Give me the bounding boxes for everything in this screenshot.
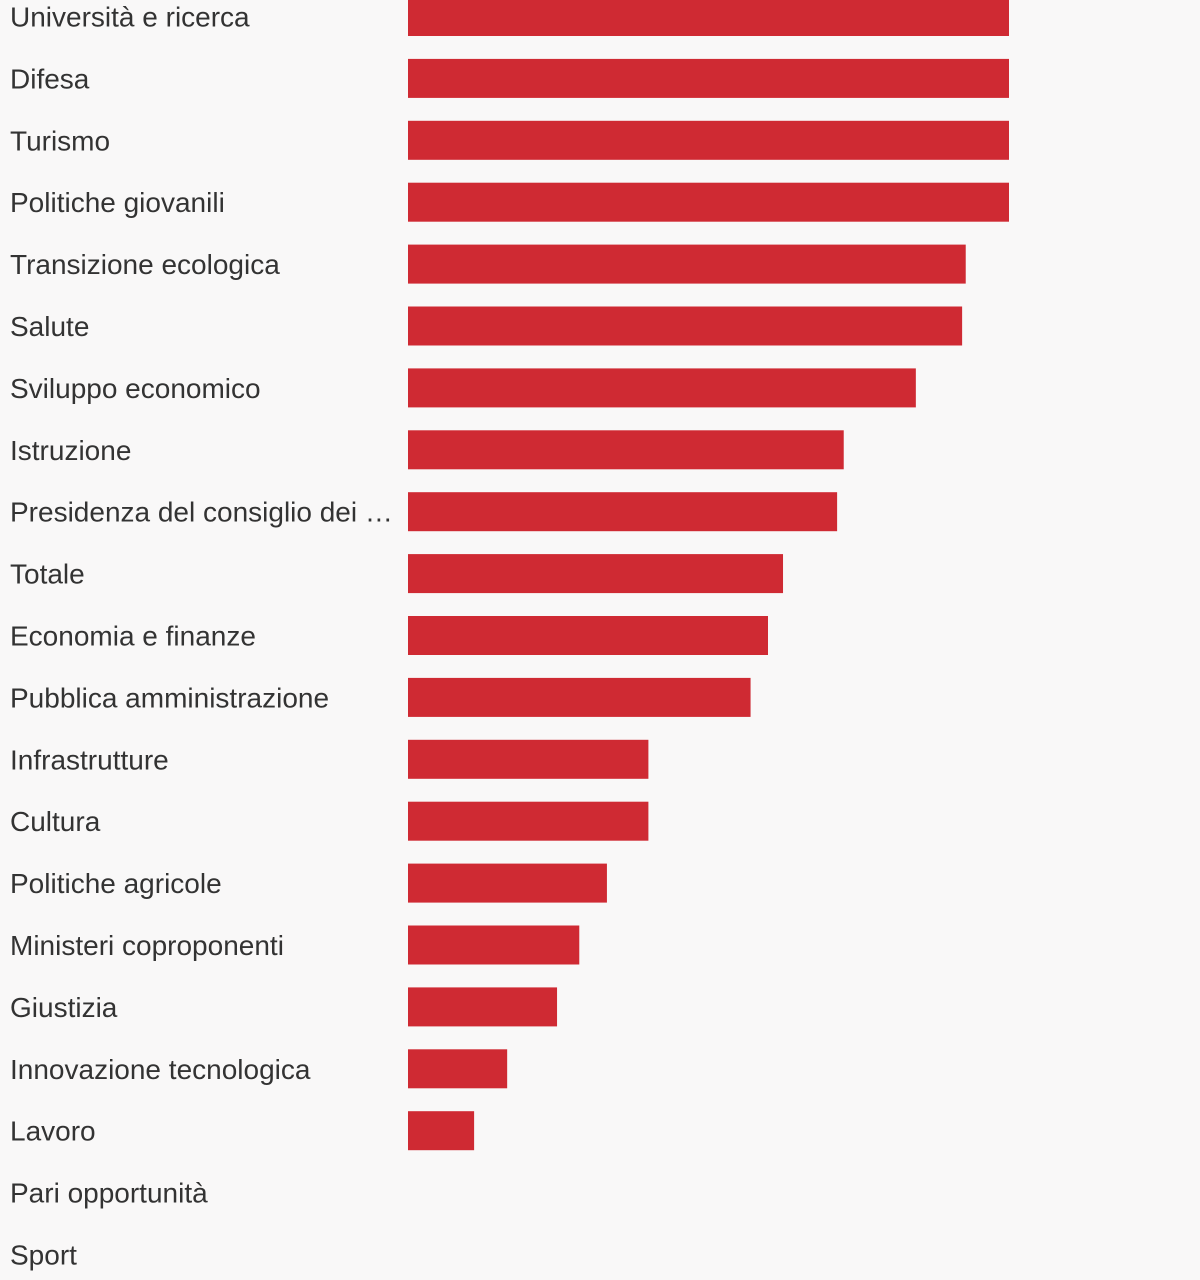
bar [408, 554, 784, 594]
category-label: Pari opportunità [10, 1178, 208, 1209]
category-label: Infrastrutture [10, 744, 169, 775]
category-label: Pubblica amministrazione [10, 682, 329, 713]
category-label: Totale [10, 559, 85, 590]
bar [408, 801, 649, 841]
bar [408, 244, 966, 284]
bar [408, 863, 607, 903]
category-label: Sport [10, 1240, 77, 1271]
category-labels-group: Università e ricerca Difesa Turismo Politic… [10, 2, 393, 1271]
bar [408, 0, 1009, 36]
bar [408, 739, 649, 779]
bar [408, 987, 558, 1027]
category-label: Economia e finanze [10, 621, 256, 652]
bar [408, 306, 963, 346]
category-label: Innovazione tecnologica [10, 1054, 311, 1085]
category-label: Istruzione [10, 435, 131, 466]
category-label: Difesa [10, 63, 90, 94]
category-label: Salute [10, 311, 89, 342]
bar [408, 677, 751, 717]
category-label: Cultura [10, 806, 101, 837]
bar [408, 1049, 508, 1089]
category-label: Ministeri coproponenti [10, 930, 284, 961]
category-label: Politiche agricole [10, 868, 222, 899]
bar [408, 368, 916, 408]
bar [408, 616, 768, 655]
bar [408, 430, 844, 470]
category-label: Presidenza del consiglio dei … [10, 497, 393, 528]
category-label: Politiche giovanili [10, 187, 225, 218]
bar [408, 1111, 475, 1151]
category-label: Transizione ecologica [10, 249, 280, 280]
bar [408, 120, 1009, 160]
bars-group [408, 0, 1009, 1151]
category-label: Sviluppo economico [10, 373, 261, 404]
category-label: Lavoro [10, 1116, 96, 1147]
bar [408, 925, 580, 965]
category-label: Turismo [10, 125, 110, 156]
bar [408, 492, 838, 532]
category-label: Università e ricerca [10, 2, 250, 33]
category-label: Giustizia [10, 992, 118, 1023]
bar [408, 182, 1009, 222]
bar [408, 58, 1009, 98]
